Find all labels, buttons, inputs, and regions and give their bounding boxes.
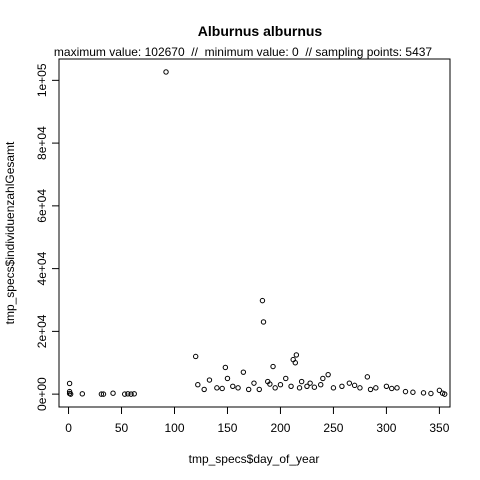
- data-point: [240, 369, 247, 375]
- y-axis-label: tmp_specs$individuenzahlGesamt: [3, 141, 17, 324]
- data-point: [66, 380, 73, 387]
- data-point: [260, 319, 267, 325]
- data-point: [270, 363, 276, 370]
- y-tick-label: 8e+04: [35, 126, 49, 160]
- data-point: [330, 385, 337, 391]
- data-point: [128, 391, 134, 397]
- data-point: [410, 389, 416, 395]
- data-point: [100, 391, 107, 397]
- data-point: [98, 391, 105, 397]
- data-point: [304, 383, 310, 389]
- data-point: [311, 384, 318, 390]
- data-point: [288, 383, 294, 389]
- x-tick-label: 50: [115, 421, 129, 435]
- chart-title: Alburnus alburnus: [198, 23, 323, 39]
- data-point: [259, 297, 266, 304]
- y-tick-label: 6e+04: [35, 189, 49, 223]
- data-point: [402, 388, 409, 395]
- data-points: [66, 69, 448, 397]
- data-point: [364, 374, 371, 380]
- data-point: [357, 385, 363, 391]
- data-point: [277, 382, 284, 388]
- data-point: [383, 383, 390, 389]
- x-tick-label: 100: [164, 421, 184, 435]
- data-point: [66, 388, 73, 395]
- data-point: [436, 387, 443, 394]
- data-point: [292, 360, 298, 366]
- data-point: [346, 380, 353, 386]
- data-point: [394, 385, 400, 391]
- data-point: [110, 390, 116, 396]
- data-point: [251, 380, 257, 386]
- y-tick-label: 1e+05: [35, 63, 49, 97]
- data-point: [67, 391, 74, 397]
- data-point: [245, 386, 252, 393]
- data-point: [230, 383, 236, 389]
- data-point: [298, 378, 305, 385]
- data-point: [428, 390, 434, 397]
- data-point: [283, 375, 289, 382]
- data-point: [219, 385, 225, 392]
- x-tick-label: 150: [217, 421, 237, 435]
- data-point: [224, 375, 231, 382]
- data-point: [420, 390, 427, 396]
- data-point: [214, 385, 220, 391]
- data-point: [235, 385, 241, 391]
- plot-frame: [58, 58, 451, 408]
- x-tick-label: 350: [429, 421, 449, 435]
- data-point: [442, 391, 448, 397]
- data-point: [272, 385, 278, 391]
- x-axis: 0 50 100 150 200 250 300 350: [65, 406, 450, 435]
- data-point: [267, 381, 273, 387]
- data-point: [195, 382, 201, 388]
- data-point: [373, 385, 379, 391]
- data-point: [325, 371, 331, 378]
- data-point: [367, 386, 374, 393]
- x-axis-label: tmp_specs$day_of_year: [189, 452, 320, 466]
- data-point: [320, 375, 326, 382]
- y-tick-label: 4e+04: [35, 251, 49, 285]
- x-tick-label: 250: [323, 421, 343, 435]
- data-point: [131, 391, 137, 397]
- x-tick-label: 200: [270, 421, 290, 435]
- data-point: [121, 391, 128, 397]
- data-point: [79, 391, 86, 397]
- y-tick-label: 2e+04: [35, 314, 49, 348]
- data-point: [163, 69, 169, 75]
- data-point: [125, 391, 131, 397]
- data-point: [296, 385, 303, 391]
- data-point: [389, 385, 395, 392]
- data-point: [307, 380, 313, 386]
- data-point: [293, 352, 300, 358]
- data-point: [256, 386, 262, 393]
- y-tick-label: 0e+00: [35, 377, 49, 411]
- data-point: [318, 382, 324, 388]
- y-axis: 0e+00 2e+04 4e+04 6e+04 8e+04 1e+05: [35, 63, 60, 411]
- x-tick-label: 300: [376, 421, 396, 435]
- chart-subtitle: maximum value: 102670 // minimum value: …: [54, 45, 433, 59]
- data-point: [192, 353, 199, 360]
- data-point: [351, 382, 358, 389]
- data-point: [206, 377, 213, 383]
- data-point: [201, 386, 207, 393]
- data-point: [339, 383, 345, 389]
- data-point: [222, 364, 229, 371]
- x-tick-label: 0: [65, 421, 72, 435]
